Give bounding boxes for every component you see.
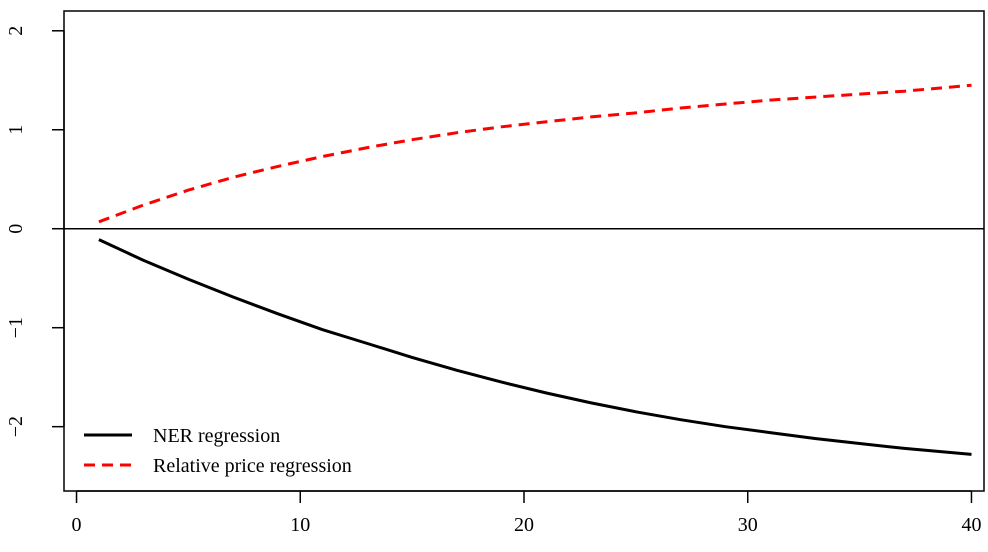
- series-line-0: [98, 238, 972, 456]
- y-tick-label: 2: [5, 26, 27, 36]
- series-line-1: [98, 83, 972, 224]
- legend: NER regression Relative price regression: [84, 425, 352, 477]
- x-axis: 0 10 20 30 40: [72, 490, 981, 536]
- x-tick-label: 40: [961, 514, 981, 536]
- y-tick-label: 1: [5, 125, 27, 135]
- legend-label-relative-price: Relative price regression: [153, 455, 352, 477]
- series-layer: [98, 83, 972, 456]
- legend-label-ner: NER regression: [153, 425, 280, 447]
- plot-box: [63, 10, 985, 492]
- x-tick-label: 10: [290, 514, 310, 536]
- x-tick-label: 0: [72, 514, 82, 536]
- y-tick-label: −1: [5, 317, 27, 338]
- x-tick-label: 20: [514, 514, 534, 536]
- y-axis: −2 −1 0 1 2: [5, 26, 65, 437]
- x-tick-label: 30: [738, 514, 758, 536]
- y-tick-label: −2: [5, 416, 27, 437]
- y-tick-label: 0: [5, 224, 27, 234]
